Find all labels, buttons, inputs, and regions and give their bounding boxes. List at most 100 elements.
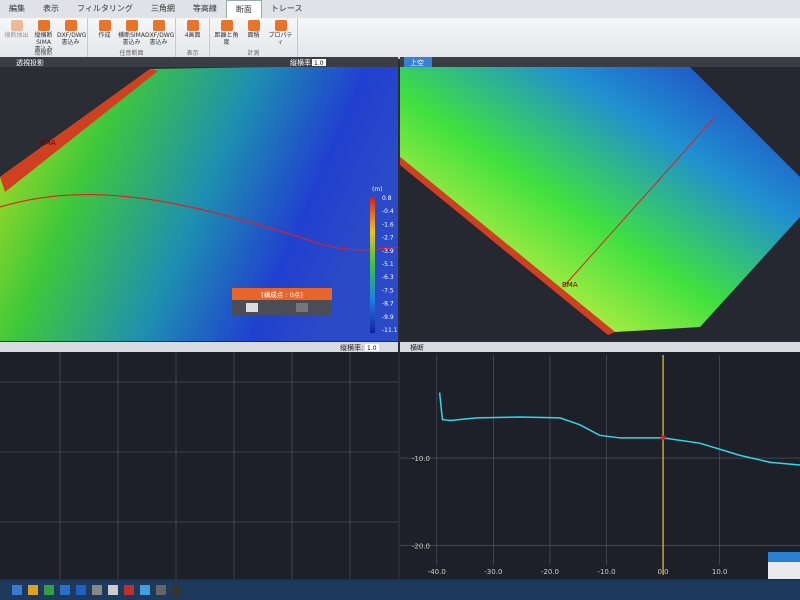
menu-tab[interactable]: 編集 — [9, 4, 25, 13]
taskbar — [0, 580, 800, 600]
button-icon — [37, 20, 50, 31]
button-label: DXF/DWG 書込み — [145, 32, 175, 46]
cursor-point — [660, 435, 666, 441]
taskbar-icon[interactable] — [140, 585, 150, 595]
menu-tab[interactable]: 表示 — [43, 4, 59, 13]
taskbar-icon[interactable] — [92, 585, 102, 595]
ribbon-group: 4画面表示 — [176, 18, 210, 58]
ribbon-button[interactable]: プロパティ — [267, 18, 294, 48]
x-tick-label: -40.0 — [428, 568, 446, 576]
popup-button[interactable] — [246, 303, 258, 312]
view-title: 透視投影 — [16, 58, 44, 67]
ribbon-button[interactable]: DXF/DWG 書込み — [57, 18, 87, 48]
legend-unit: (m) — [372, 186, 383, 193]
button-icon — [98, 20, 111, 31]
ribbon: 横断抽出 縦横断SIMA 書込み DXF/DWG 書込み 縦横断 作成 横断SIMA 書込… — [0, 18, 800, 59]
button-label: 作成 — [98, 32, 111, 39]
y-tick-label: -10.0 — [412, 455, 430, 463]
button-icon — [64, 20, 77, 31]
taskbar-icon[interactable] — [124, 585, 134, 595]
legend-bar — [370, 197, 375, 333]
button-icon — [274, 20, 287, 31]
button-label: 面積 — [247, 32, 260, 39]
x-tick-label: 10.0 — [712, 568, 728, 576]
legend-label: -1.6 — [382, 221, 394, 228]
menu-bar: 編集 表示 フィルタリング 三角網 等高線 断面 トレース — [0, 0, 800, 19]
taskbar-icon[interactable] — [172, 585, 182, 595]
ribbon-button[interactable]: 距離と角度 — [213, 18, 240, 48]
ribbon-button[interactable]: 作成 — [91, 18, 118, 48]
ribbon-button[interactable]: DXF/DWG 書込み — [145, 18, 175, 48]
ratio-value: 1.0 — [367, 345, 377, 352]
popup-button[interactable] — [296, 303, 308, 312]
legend-label: -9.9 — [382, 314, 394, 321]
button-icon — [10, 20, 23, 31]
legend-label: -11.1 — [382, 327, 398, 334]
button-label: 横断SIMA 書込み — [118, 32, 145, 46]
button-row: 距離と角度 面積 プロパティ — [213, 18, 294, 48]
ribbon-button[interactable]: 縦横断SIMA 書込み — [30, 18, 57, 53]
perspective-view: 透視投影 縦横率: 1.0 BMA (m) 0.8 -0.4 -1.6 -2.7 -3.… — [0, 57, 398, 341]
taskbar-icon[interactable] — [76, 585, 86, 595]
taskbar-icon[interactable] — [108, 585, 118, 595]
legend-label: -2.7 — [382, 235, 394, 242]
x-tick-label: -30.0 — [484, 568, 502, 576]
y-tick-label: -20.0 — [412, 542, 430, 550]
legend-label: -8.7 — [382, 301, 394, 308]
button-row: 4画面 — [179, 18, 206, 48]
ribbon-button[interactable]: 4画面 — [179, 18, 206, 48]
ribbon-group: 横断抽出 縦横断SIMA 書込み DXF/DWG 書込み 縦横断 — [0, 18, 88, 58]
ribbon-button[interactable]: 面積 — [240, 18, 267, 48]
ribbon-button[interactable]: 横断SIMA 書込み — [118, 18, 145, 48]
group-label: 任意断面 — [119, 50, 144, 57]
ratio-label: 縦横率: — [340, 343, 363, 352]
point-marker: BMA — [562, 281, 578, 289]
legend-label: -6.3 — [382, 274, 394, 281]
side-button[interactable] — [768, 552, 800, 562]
taskbar-icon[interactable] — [44, 585, 54, 595]
view-title: 横断 — [410, 343, 424, 352]
menu-tab[interactable]: 等高線 — [192, 4, 217, 13]
edge — [0, 69, 158, 192]
taskbar-icon[interactable] — [60, 585, 70, 595]
terrain — [0, 65, 398, 341]
button-label: 4画面 — [184, 32, 201, 39]
profile-line — [438, 392, 800, 466]
button-icon — [220, 20, 233, 31]
group-label: 計測 — [247, 50, 260, 57]
button-row: 横断抽出 縦横断SIMA 書込み DXF/DWG 書込み — [3, 18, 87, 53]
menu-tab[interactable]: 三角網 — [150, 4, 175, 13]
button-row: 作成 横断SIMA 書込み DXF/DWG 書込み — [91, 18, 175, 48]
point-marker: BMA — [40, 139, 56, 147]
taskbar-icon[interactable] — [28, 585, 38, 595]
button-label: プロパティ — [268, 32, 293, 46]
button-label: DXF/DWG 書込み — [57, 32, 87, 46]
legend-label: -0.4 — [382, 208, 394, 215]
menu-tab[interactable]: トレース — [270, 4, 303, 13]
group-label: 表示 — [186, 50, 199, 57]
legend-label: -3.9 — [382, 248, 394, 255]
section-line — [0, 194, 398, 251]
taskbar-icon[interactable] — [156, 585, 166, 595]
group-label: 縦横断 — [34, 50, 53, 57]
cross-section-view: 横断 -40.0-30.0-20.0-10.00.010.0-10.0-20.0 — [400, 342, 800, 579]
ribbon-button[interactable]: 横断抽出 — [3, 18, 30, 48]
ratio-label: 縦横率: — [290, 58, 313, 67]
x-tick-label: -10.0 — [597, 568, 615, 576]
menu-tab[interactable]: フィルタリング — [77, 4, 133, 13]
taskbar-icon[interactable] — [12, 585, 22, 595]
legend-label: -7.5 — [382, 287, 394, 294]
button-label: 距離と角度 — [214, 32, 239, 46]
ribbon-group: 距離と角度 面積 プロパティ計測 — [210, 18, 298, 58]
ratio-input[interactable] — [365, 344, 379, 351]
view-title: 上空 — [410, 58, 424, 67]
legend-label: 0.8 — [382, 195, 392, 202]
button-icon — [152, 20, 165, 31]
ratio-input[interactable] — [312, 59, 326, 66]
button-label: 縦横断SIMA 書込み — [34, 32, 53, 53]
ribbon-group: 作成 横断SIMA 書込み DXF/DWG 書込み 任意断面 — [88, 18, 176, 58]
button-icon — [247, 20, 260, 31]
menu-tab[interactable]: 断面 — [225, 0, 262, 19]
top-view: 上空 BMA — [400, 57, 800, 341]
